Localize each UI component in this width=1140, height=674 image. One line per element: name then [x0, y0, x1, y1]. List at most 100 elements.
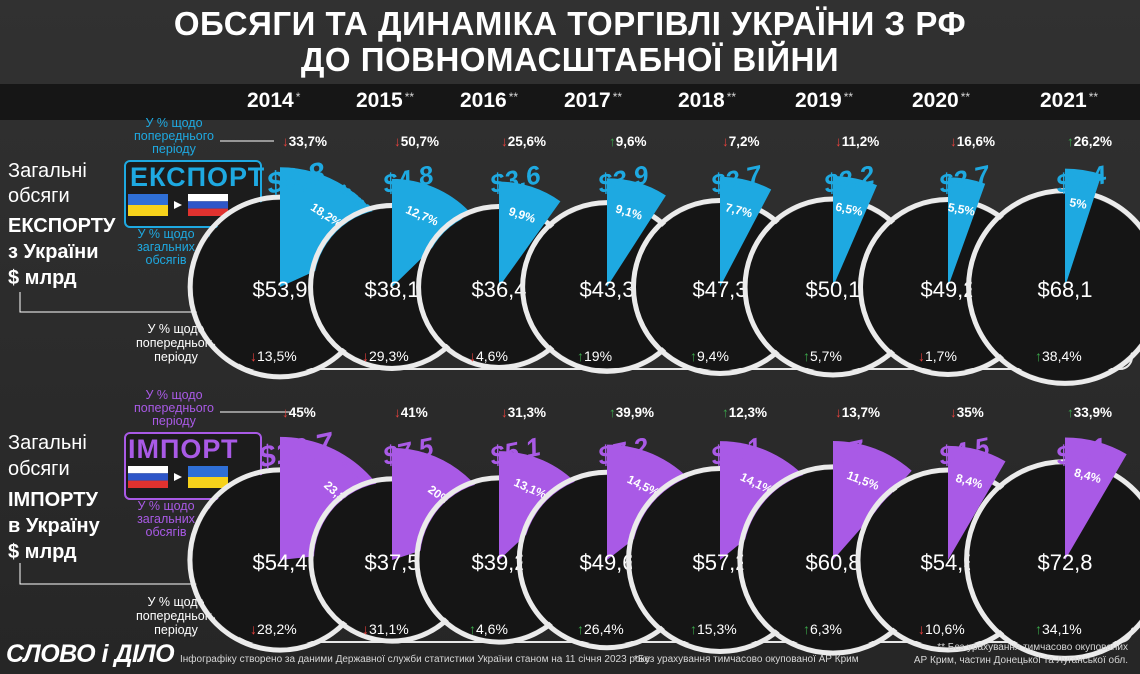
export-side-line1: Загальні — [8, 160, 87, 182]
year-label: 2020 — [912, 89, 959, 112]
total-change-value: 15,3% — [697, 621, 737, 637]
total-change-value: 9,4% — [697, 348, 729, 364]
export-side-bold2: з України — [8, 241, 99, 263]
import-total-change-2018: ↑15,3% — [690, 621, 737, 637]
total-change-value: 1,7% — [925, 348, 957, 364]
footer-note2-line2: АР Крим, частин Донецької та Луганської … — [913, 655, 1128, 666]
import-russia-change-2018: ↑12,3% — [722, 405, 767, 420]
import-russia-change-2016: ↓31,3% — [501, 405, 546, 420]
arrow-down-icon: ↓ — [950, 405, 957, 420]
arrow-down-icon: ↓ — [501, 405, 508, 420]
russia-change-value: 35% — [956, 405, 984, 420]
import-total-change-2014: ↓28,2% — [250, 621, 297, 637]
import-total-label-2015: $37,5 — [364, 550, 419, 575]
year-label: 2014 — [247, 89, 294, 112]
russia-change-value: 45% — [288, 405, 316, 420]
total-change-value: 10,6% — [925, 621, 965, 637]
total-change-value: 19% — [584, 348, 613, 364]
arrow-down-icon: ↓ — [394, 405, 401, 420]
export-share-wedge-2017 — [607, 178, 666, 287]
import-share-wedge-2017 — [607, 444, 699, 560]
export-russia-change-2017: ↑9,6% — [609, 134, 647, 149]
export-total-change-2021: ↑38,4% — [1035, 348, 1082, 364]
brand-logo: СЛОВО і ДІЛО — [6, 640, 175, 668]
arrow-down-icon: ↓ — [950, 134, 957, 149]
export-side-bold1: ЕКСПОРТУ — [8, 215, 116, 237]
arrow-down-icon: ↓ — [282, 134, 289, 149]
year-header: 2015 ** — [356, 89, 414, 113]
year-footnote-mark: ** — [1088, 90, 1099, 104]
export-prev-label: У % щодо попереднього періоду — [134, 116, 214, 156]
import-total-label-2021: $72,8 — [1037, 550, 1092, 575]
import-total-change-2015: ↓31,1% — [362, 621, 409, 637]
arrow-down-icon: ↓ — [394, 134, 401, 149]
arrow-right-icon — [174, 201, 182, 209]
year-label: 2019 — [795, 89, 842, 112]
export-circle-2021 — [971, 193, 1140, 381]
export-russia-change-2019: ↓11,2% — [835, 134, 879, 149]
export-total-change-2016: ↓4,6% — [469, 348, 508, 364]
export-side-line2: обсяги — [8, 185, 70, 207]
import-share-wedge-2020 — [948, 445, 1006, 560]
year-label: 2016 — [460, 89, 507, 112]
arrow-down-icon: ↓ — [362, 348, 369, 364]
export-side-bold3: $ млрд — [8, 267, 77, 289]
export-share-wedge-2015 — [392, 178, 470, 287]
russia-change-value: 33,7% — [288, 134, 328, 149]
ukraine-flag-icon — [188, 466, 228, 488]
import-share-label-2020: 8,4% — [954, 471, 984, 492]
russia-change-value: 16,6% — [956, 134, 996, 149]
arrow-up-icon: ↑ — [469, 621, 476, 637]
import-side-bold2: в Україну — [8, 515, 100, 537]
arrow-up-icon: ↑ — [1035, 621, 1042, 637]
import-total-change-2016: ↑4,6% — [469, 621, 508, 637]
arrow-up-icon: ↑ — [803, 621, 810, 637]
year-header: 2014 * — [247, 89, 300, 113]
year-footnote-mark: ** — [960, 90, 971, 104]
export-total-change-2020: ↓1,7% — [918, 348, 957, 364]
russia-change-value: 25,6% — [507, 134, 547, 149]
arrow-down-icon: ↓ — [835, 405, 842, 420]
total-change-value: 29,3% — [369, 348, 409, 364]
export-total-label-2016: $36,4 — [471, 277, 526, 302]
year-header: 2021 ** — [1040, 89, 1098, 113]
arrow-down-icon: ↓ — [918, 621, 925, 637]
export-share-wedge-2018 — [720, 176, 772, 287]
export-total-label-2018: $47,3 — [692, 277, 747, 302]
import-side-bold3: $ млрд — [8, 541, 77, 563]
russia-change-value: 13,7% — [841, 405, 881, 420]
export-total-change-2019: ↑5,7% — [803, 348, 842, 364]
russia-flag-icon — [128, 466, 168, 488]
import-circle-2021 — [969, 464, 1140, 656]
russia-change-value: 26,2% — [1073, 134, 1113, 149]
export-total-change-2018: ↑9,4% — [690, 348, 729, 364]
total-change-value: 5,7% — [810, 348, 842, 364]
footer-note1: *Без урахування тимчасово окупованої АР … — [634, 654, 859, 665]
russia-change-value: 41% — [400, 405, 428, 420]
import-share-label-2021: 8,4% — [1073, 465, 1103, 486]
import-russia-change-2015: ↓41% — [394, 405, 428, 420]
arrow-up-icon: ↑ — [609, 405, 616, 420]
russia-change-value: 31,3% — [507, 405, 547, 420]
export-total-label-2014: $53,9 — [252, 277, 307, 302]
page-title-line2: ДО ПОВНОМАСШТАБНОЇ ВІЙНИ — [300, 41, 840, 78]
arrow-down-icon: ↓ — [501, 134, 508, 149]
arrow-down-icon: ↓ — [362, 621, 369, 637]
total-change-value: 26,4% — [584, 621, 624, 637]
year-label: 2018 — [678, 89, 725, 112]
import-russia-change-2021: ↑33,9% — [1067, 405, 1112, 420]
russia-change-value: 11,2% — [841, 134, 880, 149]
export-share-wedge-2019 — [833, 176, 877, 287]
russia-change-value: 39,9% — [615, 405, 655, 420]
import-share-wedge-2019 — [833, 440, 912, 560]
arrow-down-icon: ↓ — [918, 348, 925, 364]
export-share-label-2020: 5,5% — [947, 200, 977, 219]
total-change-value: 13,5% — [257, 348, 297, 364]
arrow-down-icon: ↓ — [250, 348, 257, 364]
arrow-up-icon: ↑ — [609, 134, 616, 149]
export-total-label-2021: $68,1 — [1037, 277, 1092, 302]
year-header: 2017 ** — [564, 89, 622, 113]
year-label: 2017 — [564, 89, 611, 112]
export-russia-change-2021: ↑26,2% — [1067, 134, 1112, 149]
